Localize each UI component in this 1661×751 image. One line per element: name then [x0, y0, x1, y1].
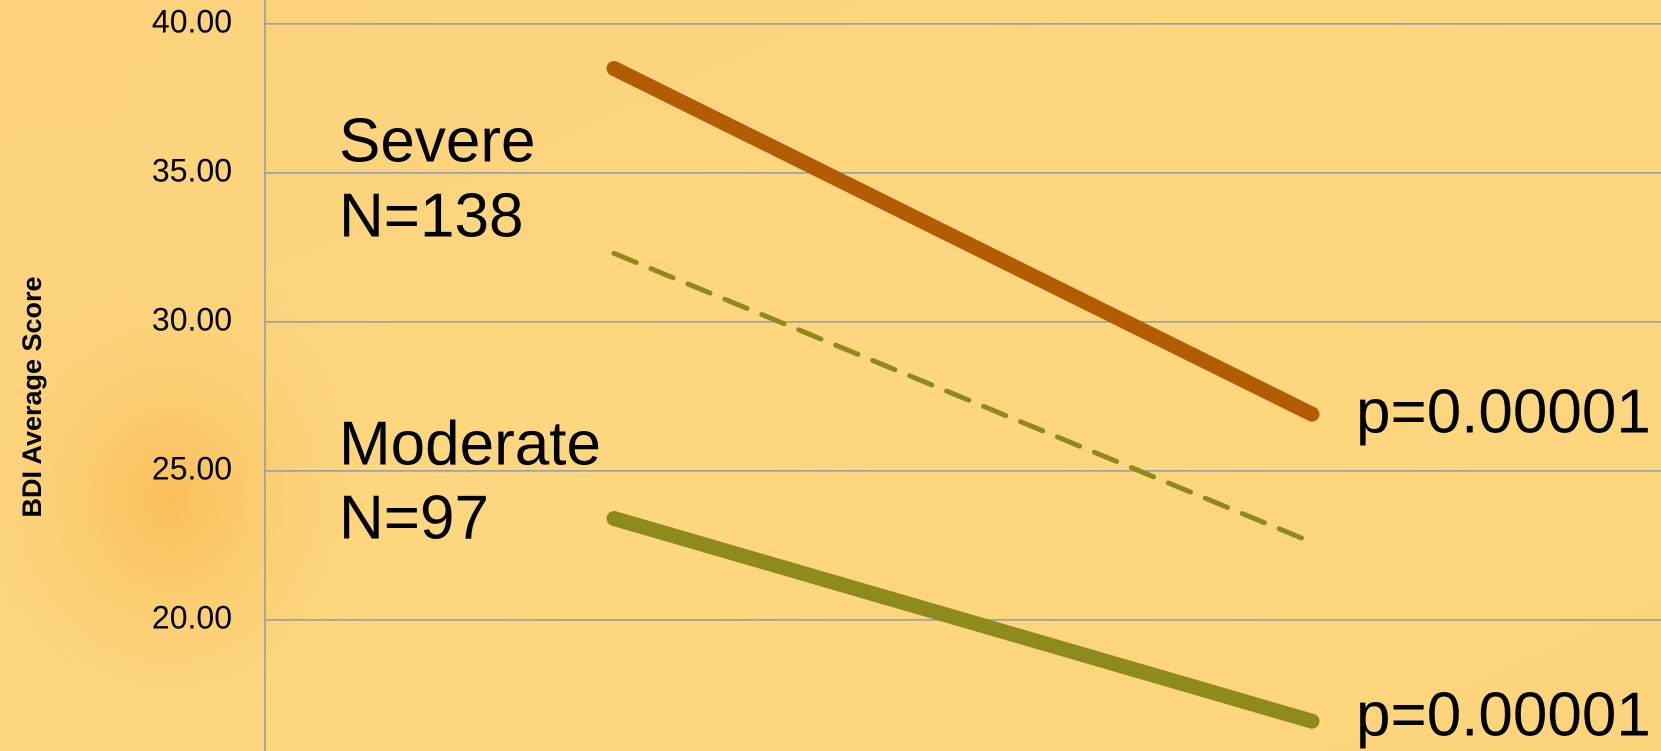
y-tick-label: 25.00	[152, 450, 232, 486]
annotation: N=138	[339, 181, 523, 250]
data-line	[611, 250, 1315, 545]
y-axis-label: BDI Average Score	[17, 276, 47, 517]
annotation: Severe	[339, 106, 535, 175]
annotation: Moderate	[339, 409, 601, 478]
y-tick-label: 35.00	[152, 152, 232, 188]
y-tick-label: 20.00	[152, 599, 232, 635]
y-tick-label: 30.00	[152, 301, 232, 337]
data-line	[606, 511, 1320, 729]
background-decoration	[0, 240, 400, 751]
annotation: p=0.00001	[1356, 377, 1651, 446]
annotation: p=0.00001	[1356, 680, 1651, 749]
annotation: N=97	[339, 483, 489, 552]
data-line	[606, 61, 1320, 422]
y-tick-label: 40.00	[152, 3, 232, 39]
